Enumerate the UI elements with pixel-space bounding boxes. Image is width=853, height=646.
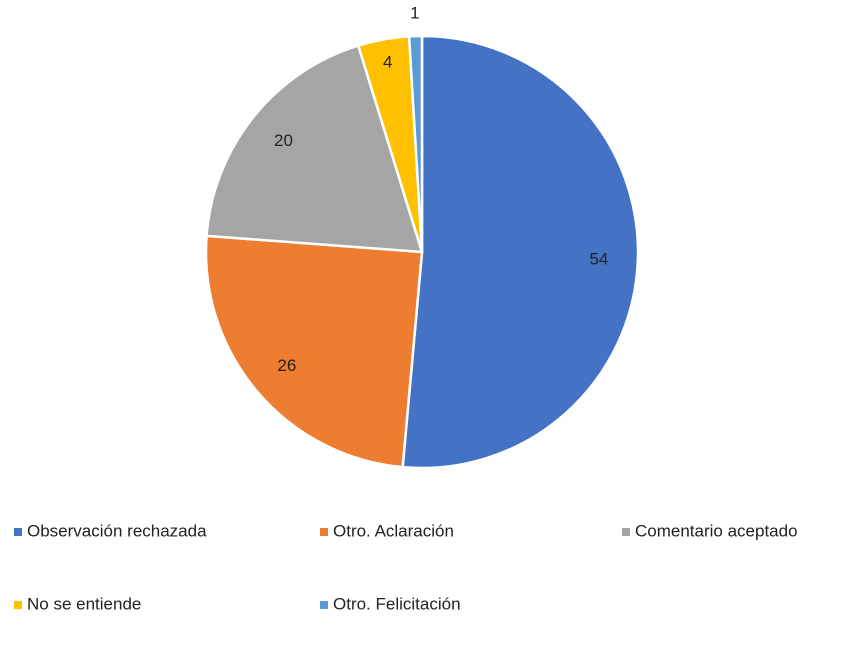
legend-label: Otro. Aclaración: [333, 521, 454, 540]
data-label: 54: [589, 249, 608, 268]
legend-swatch: [622, 528, 630, 536]
legend-label: No se entiende: [27, 594, 141, 613]
legend-swatch: [320, 601, 328, 609]
legend-label: Otro. Felicitación: [333, 594, 461, 613]
data-label: 1: [410, 4, 419, 23]
data-label: 4: [383, 52, 392, 71]
data-label: 26: [277, 356, 296, 375]
pie-slice: [205, 44, 424, 254]
legend-swatch: [14, 601, 22, 609]
legend-label: Observación rechazada: [27, 521, 207, 540]
pie-slice: [401, 34, 640, 470]
data-label: 20: [274, 131, 293, 150]
legend-swatch: [320, 528, 328, 536]
pie-slice: [407, 34, 424, 253]
legend-label: Comentario aceptado: [635, 521, 798, 540]
pie-slice: [204, 234, 424, 469]
legend-swatch: [14, 528, 22, 536]
